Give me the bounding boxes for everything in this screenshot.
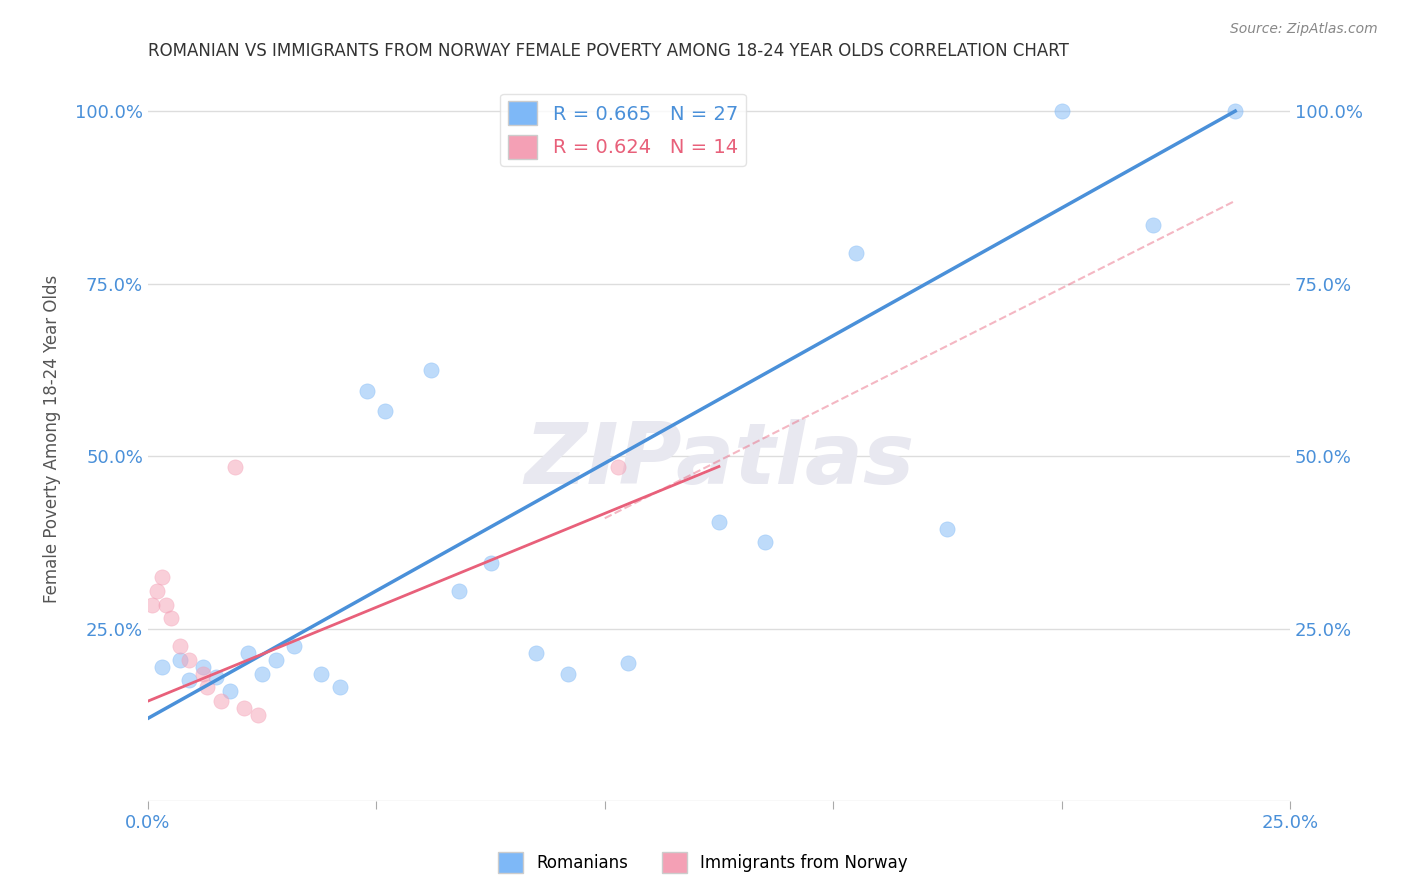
Point <box>159 611 181 625</box>
Point <box>238 646 260 660</box>
Point <box>1225 104 1247 119</box>
Point <box>141 598 163 612</box>
Legend: R = 0.665   N = 27, R = 0.624   N = 14: R = 0.665 N = 27, R = 0.624 N = 14 <box>501 94 745 166</box>
Point <box>169 639 191 653</box>
Point <box>356 384 378 398</box>
Point <box>936 522 959 536</box>
Legend: Romanians, Immigrants from Norway: Romanians, Immigrants from Norway <box>492 846 914 880</box>
Point <box>557 666 579 681</box>
Point <box>616 656 638 670</box>
Point <box>845 245 868 260</box>
Point <box>329 681 352 695</box>
Point <box>311 666 333 681</box>
Point <box>191 666 214 681</box>
Point <box>420 363 443 377</box>
Point <box>150 659 173 673</box>
Point <box>447 583 470 598</box>
Point <box>219 683 242 698</box>
Text: Source: ZipAtlas.com: Source: ZipAtlas.com <box>1230 22 1378 37</box>
Point <box>283 639 305 653</box>
Point <box>155 598 177 612</box>
Point <box>754 535 776 549</box>
Text: ZIPatlas: ZIPatlas <box>524 419 914 502</box>
Point <box>250 666 273 681</box>
Point <box>1142 218 1164 232</box>
Point <box>177 673 200 688</box>
Point <box>195 681 218 695</box>
Point <box>264 653 287 667</box>
Point <box>191 659 214 673</box>
Point <box>246 708 269 723</box>
Point <box>374 404 396 418</box>
Point <box>209 694 232 708</box>
Text: ROMANIAN VS IMMIGRANTS FROM NORWAY FEMALE POVERTY AMONG 18-24 YEAR OLDS CORRELAT: ROMANIAN VS IMMIGRANTS FROM NORWAY FEMAL… <box>148 42 1069 60</box>
Point <box>479 556 502 570</box>
Point <box>150 570 173 584</box>
Point <box>205 670 228 684</box>
Point <box>169 653 191 667</box>
Point <box>524 646 547 660</box>
Point <box>607 459 630 474</box>
Point <box>177 653 200 667</box>
Point <box>224 459 246 474</box>
Point <box>707 515 730 529</box>
Point <box>232 701 254 715</box>
Y-axis label: Female Poverty Among 18-24 Year Olds: Female Poverty Among 18-24 Year Olds <box>44 275 60 603</box>
Point <box>1050 104 1073 119</box>
Point <box>146 583 169 598</box>
